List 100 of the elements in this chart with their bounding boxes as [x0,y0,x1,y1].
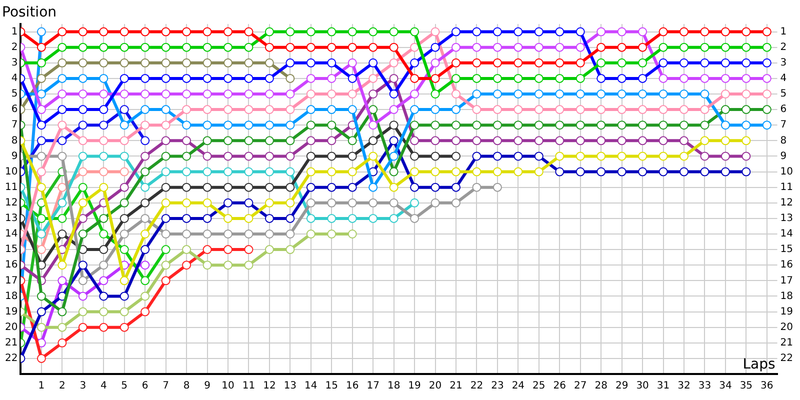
point [700,27,710,36]
point [617,27,626,36]
point [555,105,564,114]
y-axis-title: Position [2,4,57,21]
point [472,167,482,176]
point [700,58,710,68]
point [638,105,648,114]
point [327,198,336,208]
point [58,230,67,238]
point [452,182,460,192]
point [244,260,254,270]
x-tick-label: 18 [387,380,400,392]
point [514,42,523,52]
point [348,136,357,146]
y-tick-label: 11 [4,182,18,193]
point [264,230,274,238]
point [140,230,150,238]
point [244,230,254,238]
point [430,105,440,114]
point [58,120,67,130]
point [389,105,398,114]
point [224,182,232,192]
point [389,120,398,130]
point [202,120,212,130]
x-tick-label: 28 [594,380,608,392]
point [306,167,316,176]
x-tick-label: 22 [470,380,484,392]
point [658,27,668,36]
point [224,230,232,238]
point [161,182,170,192]
point [658,152,668,161]
y2-tick-label: 5 [780,88,787,100]
point [244,27,254,36]
point [742,136,751,146]
point [244,136,254,146]
point [36,105,46,114]
point [492,27,502,36]
point [306,90,316,98]
point [224,198,232,208]
point [36,182,46,192]
point [99,245,108,254]
point [140,152,150,161]
point [555,27,564,36]
point [182,136,192,146]
point [224,136,232,146]
x-tick-label: 29 [615,380,628,392]
y2-tick-label: 15 [780,244,794,256]
point [742,152,751,161]
point [244,198,254,208]
point [36,90,46,98]
x-tick-label: 16 [346,380,359,392]
point [36,136,46,146]
y-tick-label: 20 [4,322,18,333]
x-tick-label: 8 [183,380,190,392]
point [452,105,460,114]
point [680,152,688,161]
point [306,120,316,130]
point [286,105,295,114]
y-tick-label: 3 [11,57,18,68]
point [638,152,648,161]
point [472,105,482,114]
point [306,214,316,223]
point [368,214,378,223]
point [78,152,88,161]
point [99,58,108,68]
point [202,260,212,270]
point [182,260,192,270]
point [161,276,170,286]
point [700,136,710,146]
y2-tick-label: 1 [780,26,787,38]
point [202,182,212,192]
point [617,90,626,98]
point [410,182,420,192]
point [161,27,170,36]
point [368,105,378,114]
x-tick-label: 14 [304,380,318,392]
point [306,230,316,238]
x-tick-label: 3 [80,380,86,392]
point [78,58,88,68]
point [389,152,398,161]
point [534,105,544,114]
point [720,74,730,83]
point [161,42,170,52]
point [389,74,398,83]
point [327,152,336,161]
point [617,167,626,176]
point [327,105,336,114]
point [99,307,108,316]
x-tick-label: 9 [204,380,210,392]
point [617,120,626,130]
point [389,214,398,223]
point [182,74,192,83]
point [244,42,254,52]
point [617,152,626,161]
point [58,307,67,316]
point [140,182,150,192]
point [264,90,274,98]
point [680,136,688,146]
point [452,27,460,36]
point [78,307,88,316]
